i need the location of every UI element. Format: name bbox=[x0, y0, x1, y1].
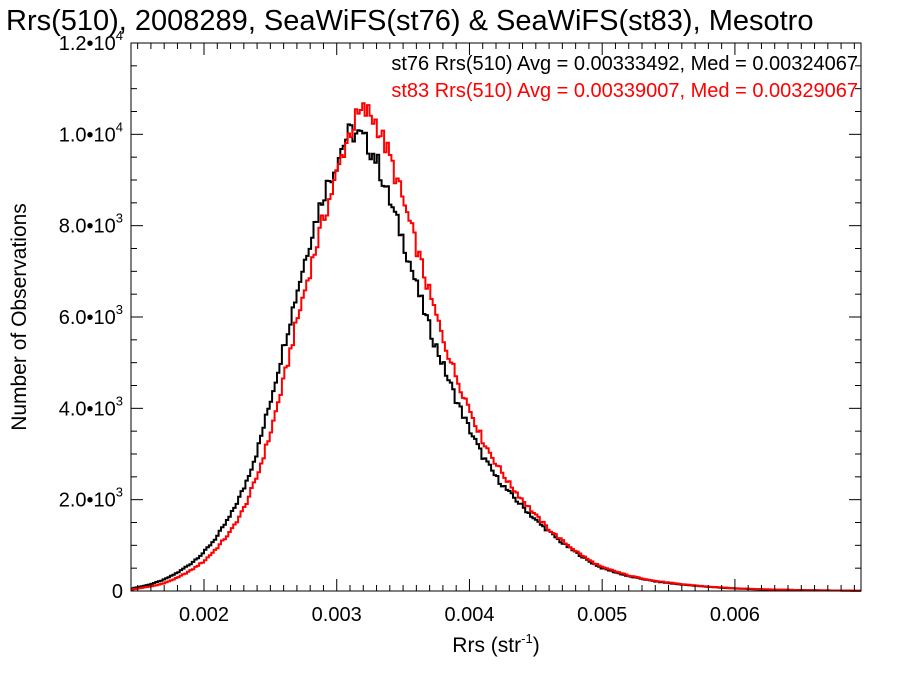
y-tick-label: 1.2•104 bbox=[59, 28, 123, 55]
y-tick-label: 8.0•103 bbox=[59, 211, 123, 238]
legend: st76 Rrs(510) Avg = 0.00333492, Med = 0.… bbox=[391, 53, 858, 102]
ticks-layer bbox=[131, 42, 861, 592]
legend-entry-1: st76 Rrs(510) Avg = 0.00333492, Med = 0.… bbox=[391, 53, 858, 75]
x-tick-label: 0.005 bbox=[577, 604, 627, 626]
chart-title: Rrs(510), 2008289, SeaWiFS(st76) & SeaWi… bbox=[6, 5, 813, 37]
legend-entry-2: st83 Rrs(510) Avg = 0.00339007, Med = 0.… bbox=[391, 80, 858, 102]
y-tick-label: 2.0•103 bbox=[59, 485, 123, 512]
x-axis-label: Rrs (str-1) bbox=[452, 631, 539, 657]
y-tick-label: 6.0•103 bbox=[59, 302, 123, 329]
x-tick-label: 0.003 bbox=[312, 604, 362, 626]
x-tick-label: 0.002 bbox=[179, 604, 229, 626]
x-tick-label: 0.006 bbox=[710, 604, 760, 626]
x-tick-labels: 0.002 0.003 0.004 0.005 0.006 bbox=[179, 604, 760, 626]
y-tick-label: 4.0•103 bbox=[59, 393, 123, 420]
y-tick-label: 0 bbox=[112, 581, 123, 603]
y-tick-label: 1.0•104 bbox=[59, 119, 123, 146]
y-tick-labels: 0 2.0•103 4.0•103 6.0•103 8.0•103 1.0•104 1.2•… bbox=[59, 28, 123, 603]
series-layer bbox=[131, 102, 861, 592]
plot-frame bbox=[130, 42, 862, 592]
series-line-1 bbox=[131, 123, 861, 592]
y-axis-label: Number of Observations bbox=[8, 203, 31, 431]
series-line-2 bbox=[131, 102, 861, 592]
x-tick-label: 0.004 bbox=[444, 604, 494, 626]
